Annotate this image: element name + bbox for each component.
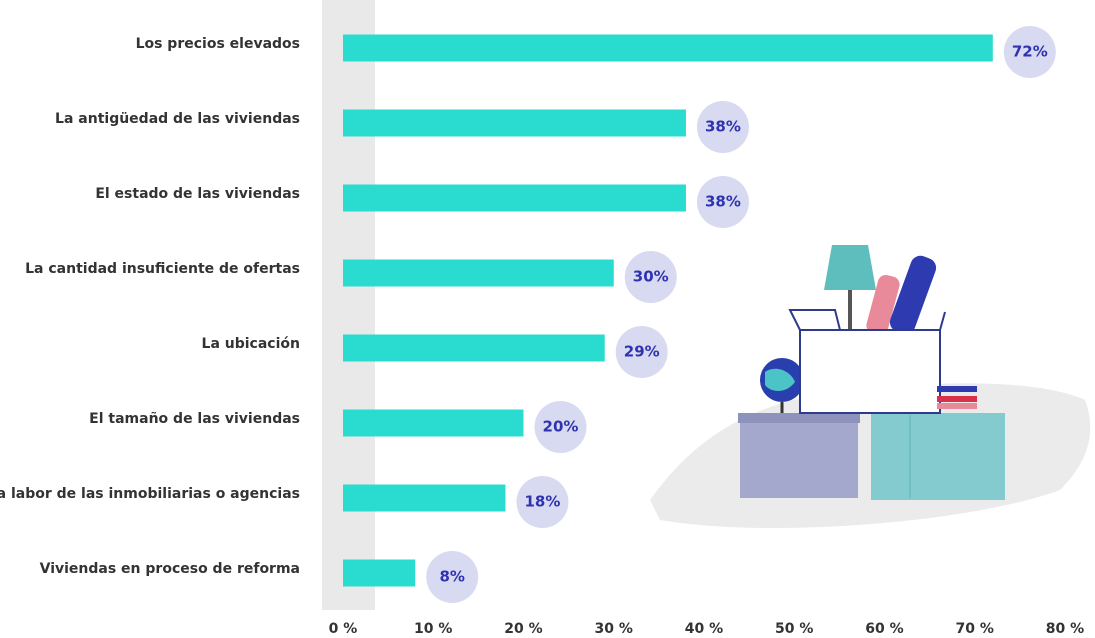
category-label: La ubicación [202,336,300,352]
bar [343,109,686,137]
axis-band [322,0,375,610]
value-badge [696,176,749,228]
roll [889,255,937,335]
illustration [650,245,1091,529]
box-flaps [788,309,946,331]
book [937,396,977,402]
value-badge [696,101,749,153]
value-label: 38% [705,193,741,211]
globe-land [765,368,795,391]
box [799,329,941,414]
value-badge [516,476,569,528]
x-tick-label: 50 % [775,621,813,637]
category-label: Viviendas en proceso de reforma [40,561,300,577]
bar [343,334,605,362]
x-tick-label: 70 % [956,621,994,637]
value-label: 20% [543,418,579,436]
value-label: 38% [705,118,741,136]
x-tick-label: 60 % [865,621,903,637]
roll [866,274,900,336]
cabinet [740,413,858,498]
category-label: Los precios elevados [136,36,300,52]
bar [343,559,416,587]
bar [343,259,614,287]
category-label: La cantidad insuficiente de ofertas [25,261,300,277]
x-tick-label: 10 % [414,621,452,637]
category-label: El estado de las viviendas [95,186,300,202]
x-tick-label: 0 % [329,621,358,637]
bar [343,409,524,437]
value-label: 29% [624,343,660,361]
lamp-shade [824,245,876,290]
book [937,403,977,409]
category-label: La labor de las inmobiliarias o agencias [0,486,300,502]
value-badge [534,401,587,453]
value-label: 18% [524,493,560,511]
value-badge [624,251,677,303]
x-tick-label: 20 % [504,621,542,637]
value-badge [426,551,479,603]
category-label: La antigüedad de las viviendas [55,111,300,127]
value-badge [1003,26,1056,78]
value-label: 72% [1012,43,1048,61]
category-label: El tamaño de las viviendas [89,411,300,427]
x-tick-label: 80 % [1046,621,1084,637]
value-badge [615,326,668,378]
book [937,386,977,392]
value-label: 8% [439,568,464,586]
cabinet [871,413,1005,500]
value-label: 30% [633,268,669,286]
cabinet-top [738,413,860,423]
lamp-pole [848,290,852,335]
bar [343,184,686,212]
bar [343,34,993,62]
x-tick-label: 40 % [685,621,723,637]
bar [343,484,506,512]
x-tick-label: 30 % [595,621,633,637]
